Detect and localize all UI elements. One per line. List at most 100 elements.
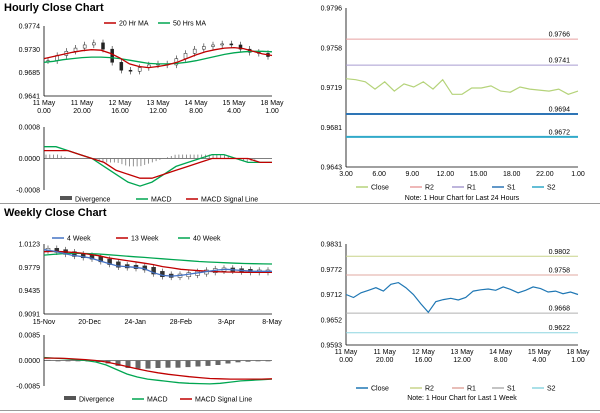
candle-body — [192, 48, 197, 54]
legend-4week-label: 4 Week — [67, 236, 91, 243]
candle-body — [116, 261, 121, 268]
candle-body — [238, 44, 243, 50]
bottom-divider — [0, 410, 600, 411]
y-tick-label: 0.0085 — [19, 333, 41, 340]
candle-body — [151, 267, 156, 275]
x-tick-label: 15 May — [528, 349, 551, 356]
x-tick-label: 12.00 — [437, 171, 455, 178]
x-tick-label: 8.00 — [494, 357, 508, 364]
y-tick-label: 0.0008 — [19, 125, 41, 132]
candle-body — [137, 67, 142, 72]
legend-r2-label: R2 — [425, 386, 434, 393]
x-tick-label: 3-Apr — [218, 319, 236, 326]
x-tick-label: 12.00 — [453, 357, 471, 364]
x-tick-label: 15-Nov — [33, 319, 56, 326]
candle-body — [211, 44, 215, 47]
divergence-bar — [115, 360, 121, 366]
level-label-s2: 0.9622 — [549, 325, 571, 332]
x-tick-label: 12.00 — [149, 108, 167, 115]
y-tick-label: 0.9796 — [321, 6, 343, 13]
chart-note: Note: 1 Hour Chart for Last 24 Hours — [405, 195, 520, 202]
x-tick-label: 13 May — [451, 349, 474, 356]
x-tick-label: 28-Feb — [170, 319, 192, 326]
y-tick-label: 0.9719 — [321, 85, 343, 92]
x-tick-label: 11 May — [33, 100, 56, 107]
level-label-r2: 0.9766 — [549, 32, 571, 39]
candle-body — [107, 258, 112, 265]
legend-13week-label: 13 Week — [131, 236, 159, 243]
legend-r1-label: R1 — [467, 386, 476, 393]
x-tick-label: 22.00 — [536, 171, 554, 178]
x-tick-label: 18 May — [567, 349, 590, 356]
y-tick-label: 0.9730 — [19, 47, 41, 54]
legend-divergence-label: Divergence — [79, 397, 115, 404]
divergence-bar — [145, 360, 151, 369]
signal-line — [44, 357, 273, 380]
ma20-line — [43, 46, 273, 69]
divergence-bar — [195, 360, 201, 367]
y-tick-label: 0.9772 — [321, 267, 343, 274]
weekly-section-title: Weekly Close Chart — [4, 207, 107, 219]
candle-body — [110, 48, 114, 63]
candle-body — [202, 46, 206, 50]
level-label-s1: 0.9668 — [549, 306, 571, 313]
ma50-line — [43, 50, 273, 65]
y-tick-label: 0.9593 — [321, 343, 343, 350]
legend-close-label: Close — [371, 386, 389, 393]
candle-body — [82, 44, 87, 49]
legend-signal-label: MACD Signal Line — [195, 397, 252, 404]
x-tick-label: 16.00 — [415, 357, 433, 364]
candle-body — [160, 271, 165, 278]
x-tick-label: 11 May — [373, 349, 396, 356]
divergence-bar — [245, 360, 251, 362]
x-tick-label: 1.00 — [571, 357, 585, 364]
close-line — [345, 78, 579, 95]
y-tick-label: 0.0000 — [19, 358, 41, 365]
y-tick-label: 0.9779 — [19, 265, 41, 272]
divergence-bar — [205, 360, 211, 366]
y-tick-label: 0.9712 — [321, 292, 343, 299]
divergence-bar — [175, 360, 181, 368]
level-label-r1: 0.9741 — [549, 58, 571, 65]
y-tick-label: 0.9774 — [19, 24, 41, 31]
candle-body — [128, 69, 133, 72]
legend-r2-label: R2 — [425, 185, 434, 192]
x-tick-label: 0.00 — [339, 357, 353, 364]
x-tick-label: 16.00 — [111, 108, 129, 115]
x-tick-label: 24-Jan — [124, 319, 146, 326]
level-label-r1: 0.9758 — [549, 267, 571, 274]
candle-body — [229, 43, 234, 46]
y-tick-label: 0.9758 — [321, 45, 343, 52]
divergence-bar — [185, 360, 191, 368]
y-tick-label: -0.0085 — [16, 384, 40, 391]
x-tick-label: 20.00 — [376, 357, 394, 364]
y-tick-label: 0.9685 — [19, 70, 41, 77]
signal-line — [44, 149, 272, 179]
level-label-s1: 0.9694 — [549, 107, 571, 114]
x-tick-label: 14 May — [185, 100, 208, 107]
divergence-bar — [75, 360, 81, 362]
legend-s1-label: S1 — [507, 386, 516, 393]
x-tick-label: 15 May — [223, 100, 246, 107]
divergence-bar — [225, 360, 231, 364]
x-tick-label: 13 May — [147, 100, 170, 107]
wk4-line — [43, 248, 272, 277]
legend-divergence-swatch — [60, 196, 72, 200]
x-tick-label: 6.00 — [372, 171, 386, 178]
section-divider — [0, 203, 600, 204]
divergence-bar — [45, 359, 51, 361]
divergence-bar — [165, 360, 171, 368]
x-tick-label: 18.00 — [503, 171, 521, 178]
y-tick-label: 0.9091 — [19, 312, 41, 319]
close-line — [345, 281, 579, 314]
x-tick-label: 8-May — [262, 319, 282, 326]
divergence-bar — [65, 360, 71, 362]
level-label-r2: 0.9802 — [549, 249, 571, 256]
x-tick-label: 1.00 — [265, 108, 279, 115]
x-tick-label: 12 May — [109, 100, 132, 107]
x-tick-label: 20.00 — [73, 108, 91, 115]
divergence-bar — [265, 360, 271, 362]
